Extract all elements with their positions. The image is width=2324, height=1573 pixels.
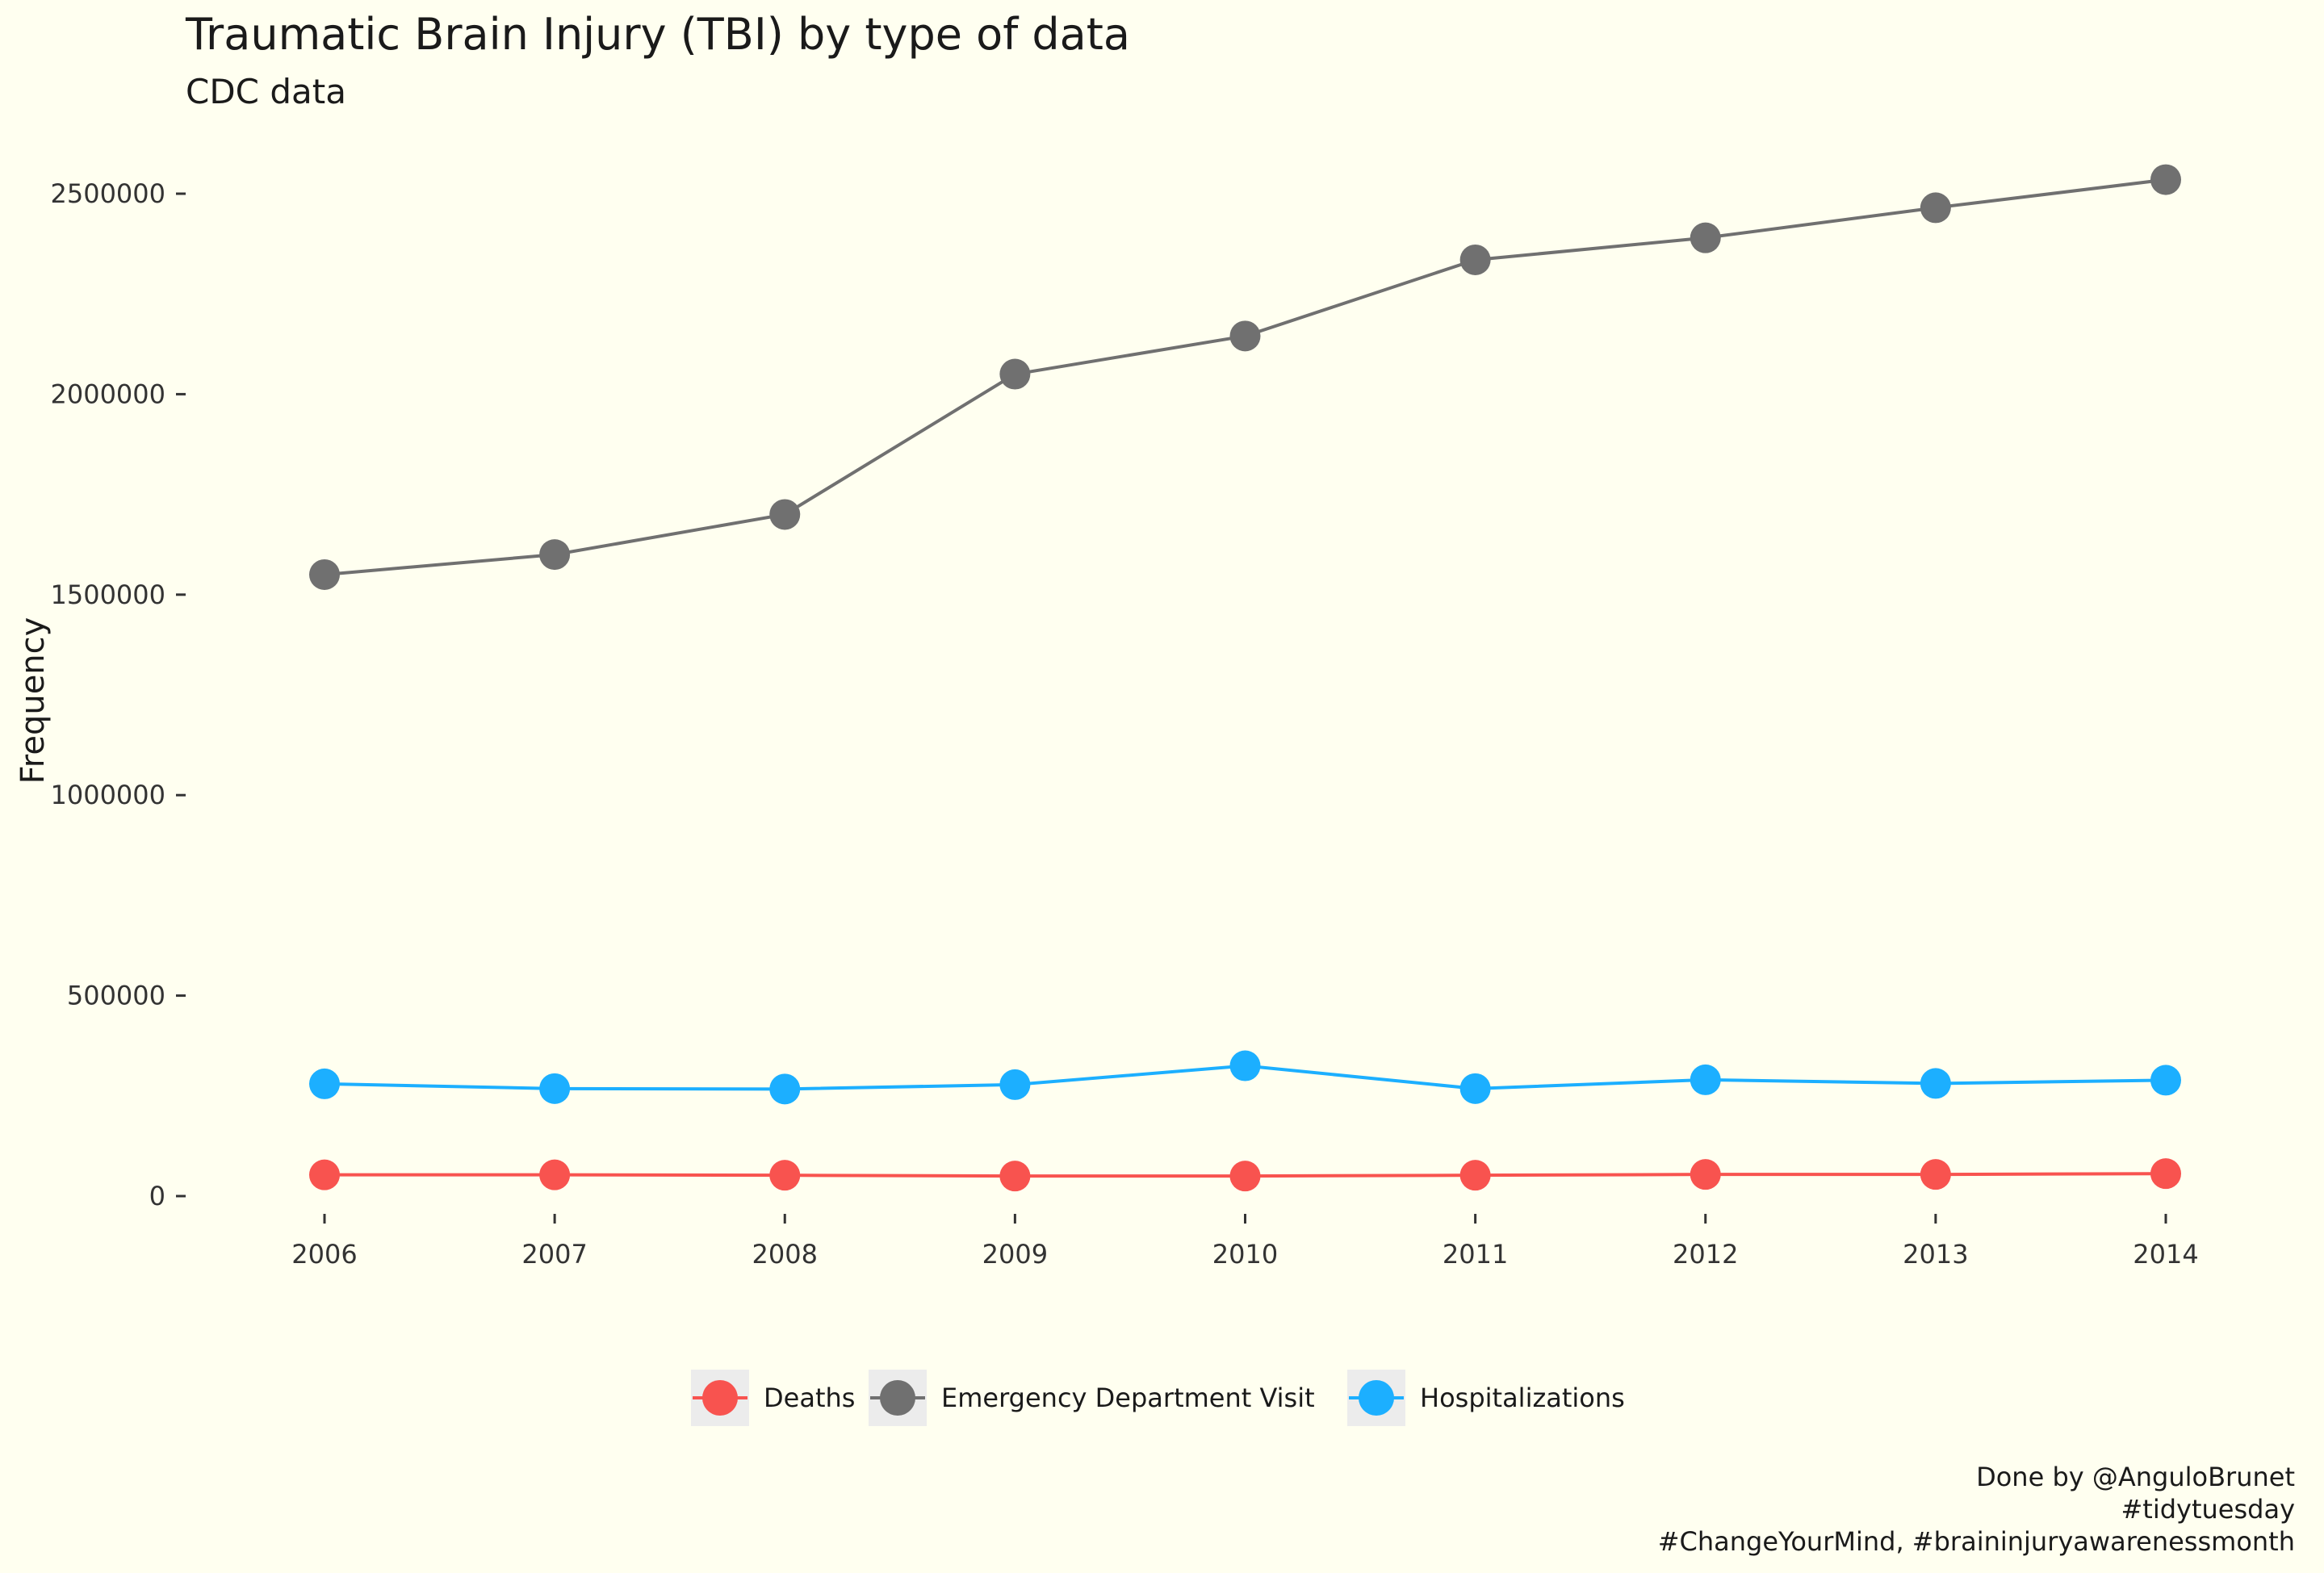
x-tick-label: 2010 [1212, 1239, 1278, 1270]
data-point-hospitalizations [1920, 1068, 1951, 1099]
legend-key-point [702, 1380, 738, 1416]
x-tick-label: 2009 [982, 1239, 1048, 1270]
y-tick-label: 0 [149, 1181, 165, 1211]
data-point-hospitalizations [539, 1073, 571, 1104]
data-point-deaths [999, 1161, 1031, 1192]
caption-line: Done by @AnguloBrunet [1976, 1462, 2295, 1492]
data-point-hospitalizations [769, 1073, 801, 1105]
x-tick-label: 2008 [752, 1239, 818, 1270]
x-tick-label: 2013 [1903, 1239, 1968, 1270]
series-deaths [309, 1158, 2181, 1192]
legend-label: Emergency Department Visit [941, 1383, 1315, 1413]
data-point-deaths [539, 1159, 571, 1190]
data-point-deaths [769, 1160, 801, 1191]
legend: Deaths Emergency Department Visit Hospital… [691, 1370, 1625, 1426]
data-point-hospitalizations [1229, 1050, 1261, 1081]
data-point-deaths [1920, 1159, 1951, 1190]
series-emergency-department-visit [309, 164, 2181, 590]
data-point-hospitalizations [2150, 1065, 2181, 1096]
data-point-emergency-department-visit [539, 539, 571, 571]
y-tick-label: 1500000 [50, 579, 165, 610]
data-point-deaths [2150, 1158, 2181, 1190]
data-point-deaths [1459, 1160, 1491, 1191]
y-tick-label: 500000 [67, 981, 165, 1011]
data-point-emergency-department-visit [999, 358, 1031, 390]
caption-line: #ChangeYourMind, #braininjuryawarenessmo… [1658, 1526, 2295, 1557]
data-point-hospitalizations [999, 1069, 1031, 1100]
data-point-hospitalizations [1690, 1064, 1721, 1095]
data-point-emergency-department-visit [769, 499, 801, 530]
legend-label: Hospitalizations [1420, 1383, 1625, 1413]
data-point-emergency-department-visit [1459, 244, 1491, 275]
y-axis: 0 500000 1000000 1500000 2000000 2500000 [50, 178, 186, 1211]
chart-subtitle: CDC data [186, 72, 346, 111]
plot-area [309, 164, 2181, 1192]
x-tick-label: 2006 [291, 1239, 357, 1270]
caption: Done by @AnguloBrunet#tidytuesday#Change… [1658, 1462, 2295, 1557]
series-hospitalizations [309, 1050, 2181, 1105]
series-line-emergency-department-visit [324, 178, 2167, 576]
data-point-hospitalizations [309, 1068, 340, 1099]
data-point-hospitalizations [1459, 1073, 1491, 1104]
legend-label: Deaths [764, 1383, 855, 1413]
x-tick-label: 2014 [2133, 1239, 2198, 1270]
legend-key-point [1359, 1380, 1394, 1416]
legend-item-emergency-department-visit: Emergency Department Visit [869, 1370, 1315, 1426]
data-point-emergency-department-visit [1690, 222, 1721, 253]
x-tick-label: 2007 [521, 1239, 587, 1270]
data-point-emergency-department-visit [1229, 320, 1261, 352]
chart-title: Traumatic Brain Injury (TBI) by type of … [185, 9, 1130, 60]
legend-item-hospitalizations: Hospitalizations [1347, 1370, 1625, 1426]
caption-line: #tidytuesday [2121, 1494, 2295, 1525]
data-point-emergency-department-visit [1920, 192, 1951, 224]
x-tick-label: 2011 [1443, 1239, 1508, 1270]
y-tick-label: 2000000 [50, 379, 165, 409]
data-point-deaths [1229, 1161, 1261, 1192]
legend-item-deaths: Deaths [691, 1370, 855, 1426]
data-point-emergency-department-visit [2150, 164, 2181, 195]
y-axis-label: Frequency [15, 617, 52, 784]
data-point-deaths [1690, 1159, 1721, 1190]
y-tick-label: 1000000 [50, 780, 165, 810]
legend-key-point [880, 1380, 915, 1416]
x-axis: 2006 2007 2008 2009 2010 2011 2012 2013 2014 [291, 1214, 2199, 1270]
y-tick-label: 2500000 [50, 178, 165, 209]
x-tick-label: 2012 [1673, 1239, 1738, 1270]
data-point-emergency-department-visit [309, 558, 340, 590]
data-point-deaths [309, 1159, 340, 1190]
